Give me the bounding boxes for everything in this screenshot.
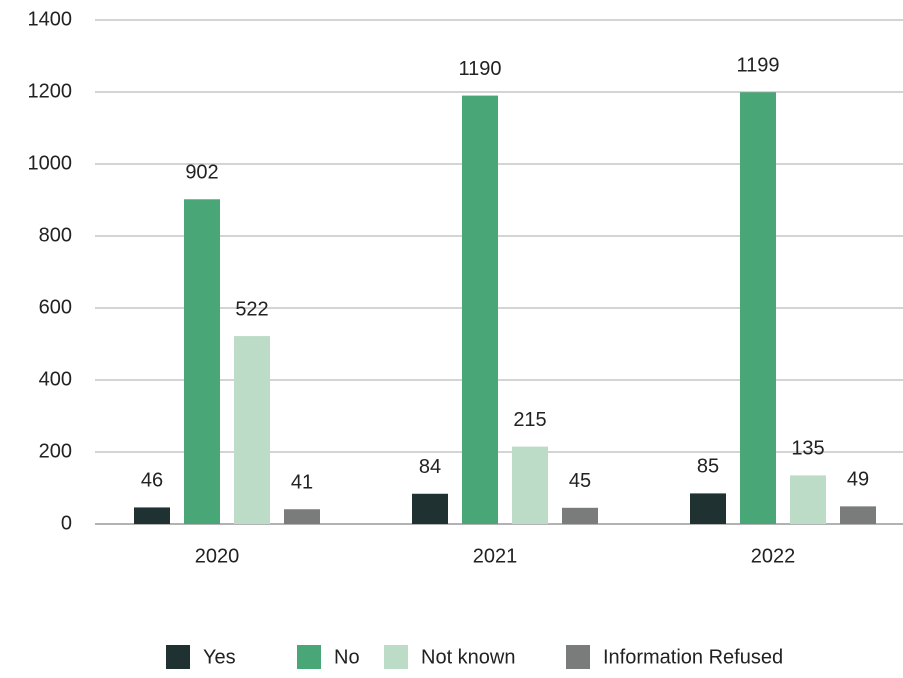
data-label: 135	[791, 438, 824, 460]
legend-swatch	[384, 645, 408, 669]
data-label: 522	[235, 298, 268, 320]
data-label: 85	[697, 456, 719, 478]
y-tick-label: 1000	[28, 152, 73, 174]
data-label: 1199	[736, 55, 779, 77]
x-tick-label: 2021	[473, 545, 518, 567]
legend-swatch	[566, 645, 590, 669]
data-label: 902	[185, 162, 218, 184]
data-label: 1190	[458, 58, 501, 80]
data-label: 215	[513, 409, 546, 431]
y-tick-label: 1400	[28, 8, 73, 30]
legend-swatch	[297, 645, 321, 669]
legend-label: Not known	[421, 646, 516, 668]
data-label: 46	[141, 470, 163, 492]
legend-label: Yes	[203, 646, 236, 668]
y-tick-label: 800	[39, 224, 72, 246]
legend-swatch	[166, 645, 190, 669]
bar	[284, 509, 320, 524]
data-label: 45	[569, 470, 591, 492]
legend-label: Information Refused	[603, 646, 783, 668]
y-tick-label: 400	[39, 368, 72, 390]
bar	[840, 506, 876, 524]
y-tick-label: 200	[39, 440, 72, 462]
bar	[512, 446, 548, 524]
bar	[462, 95, 498, 524]
bar	[134, 507, 170, 524]
data-label: 49	[847, 469, 869, 491]
x-tick-label: 2020	[195, 545, 240, 567]
bar	[234, 336, 270, 524]
y-tick-label: 1200	[28, 80, 73, 102]
legend-label: No	[334, 646, 360, 668]
data-label: 84	[419, 456, 441, 478]
y-tick-label: 0	[61, 512, 72, 534]
bar	[184, 199, 220, 524]
y-tick-label: 600	[39, 296, 72, 318]
bar	[562, 507, 598, 524]
x-tick-label: 2022	[751, 545, 796, 567]
bar	[412, 493, 448, 524]
bar	[790, 475, 826, 524]
bar	[690, 493, 726, 524]
data-label: 41	[291, 472, 313, 494]
bar	[740, 92, 776, 525]
